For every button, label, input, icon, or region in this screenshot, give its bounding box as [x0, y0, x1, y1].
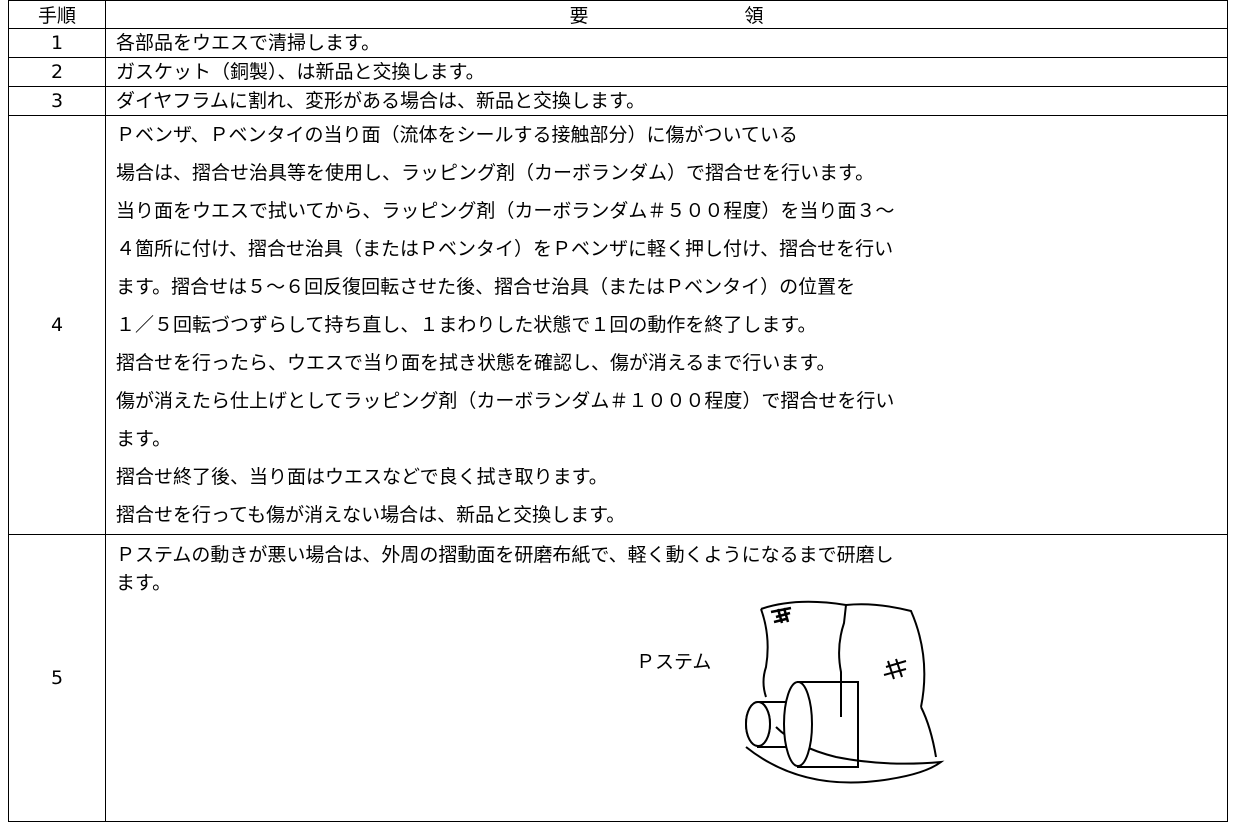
text-line: ４箇所に付け、摺合せ治具（またはＰベンタイ）をＰベンザに軽く押し付け、摺合せを行… [116, 238, 894, 260]
step-cell: 1 [8, 28, 106, 58]
text-cell: ダイヤフラムに割れ、変形がある場合は、新品と交換します。 [105, 86, 1228, 116]
row: 1 各部品をウエスで清掃します。 [8, 28, 1228, 58]
header-cell: 手順 [8, 0, 106, 29]
text-line: ダイヤフラムに割れ、変形がある場合は、新品と交換します。 [116, 90, 646, 112]
figure: Ｐステム [116, 597, 1227, 817]
text-line: 傷が消えたら仕上げとしてラッピング剤（カーボランダム＃１０００程度）で摺合せを行… [116, 390, 895, 412]
text-cell: ガスケット（銅製）、は新品と交換します。 [105, 57, 1228, 87]
text-line: ます。 [116, 428, 172, 450]
header-row: 手順 要 領 [8, 0, 1228, 29]
text-line: 摺合せ終了後、当り面はウエスなどで良く拭き取ります。 [116, 466, 608, 488]
figure-label: Ｐステム [636, 651, 712, 673]
step-cell: 3 [8, 86, 106, 116]
header-cell: 要 領 [105, 0, 1228, 29]
text-line: Ｐベンザ、Ｐベンタイの当り面（流体をシールする接触部分）に傷がついている [116, 124, 798, 146]
row: 3 ダイヤフラムに割れ、変形がある場合は、新品と交換します。 [8, 86, 1228, 116]
text-line: 摺合せを行っても傷が消えない場合は、新品と交換します。 [116, 504, 626, 526]
text-line: 各部品をウエスで清掃します。 [116, 32, 381, 54]
procedure-table: 手順 要 領 1 各部品をウエスで清掃します。 2 ガスケット（銅製）、は新品と交換し… [8, 0, 1228, 822]
text-line: Ｐステムの動きが悪い場合は、外周の摺動面を研磨布紙で、軽く動くようになるまで研磨… [116, 544, 894, 566]
text-cell: Ｐステムの動きが悪い場合は、外周の摺動面を研磨布紙で、軽く動くようになるまで研磨… [105, 534, 1228, 822]
row: 4 Ｐベンザ、Ｐベンタイの当り面（流体をシールする接触部分）に傷がついている 場合は… [8, 115, 1228, 535]
text-cell: Ｐベンザ、Ｐベンタイの当り面（流体をシールする接触部分）に傷がついている場合は、… [105, 115, 1228, 535]
row: 5 Ｐステムの動きが悪い場合は、外周の摺動面を研磨布紙で、軽く動くようになるまで研… [8, 534, 1228, 822]
text-line: ます。 [116, 572, 172, 594]
step-cell: 2 [8, 57, 106, 87]
text-line: 当り面をウエスで拭いてから、ラッピング剤（カーボランダム＃５００程度）を当り面３… [116, 200, 895, 222]
text-line: 場合は、摺合せ治具等を使用し、ラッピング剤（カーボランダム）で摺合せを行います。 [116, 162, 875, 184]
step-cell: 5 [8, 534, 106, 822]
stem-illustration [745, 600, 945, 784]
text-line: １／５回転づつずらして持ち直し、１まわりした状態で１回の動作を終了します。 [116, 314, 817, 336]
text-cell: 各部品をウエスで清掃します。 [105, 28, 1228, 58]
text-line: ガスケット（銅製）、は新品と交換します。 [116, 61, 485, 83]
text-line: ます。摺合せは５～６回反復回転させた後、摺合せ治具（またはＰベンタイ）の位置を [116, 276, 856, 298]
row: 2 ガスケット（銅製）、は新品と交換します。 [8, 57, 1228, 87]
step-cell: 4 [8, 115, 106, 535]
text-line: 摺合せを行ったら、ウエスで当り面を拭き状態を確認し、傷が消えるまで行います。 [116, 352, 836, 374]
table-body: 1 各部品をウエスで清掃します。 2 ガスケット（銅製）、は新品と交換します。 3 ダイヤ… [8, 28, 1228, 822]
